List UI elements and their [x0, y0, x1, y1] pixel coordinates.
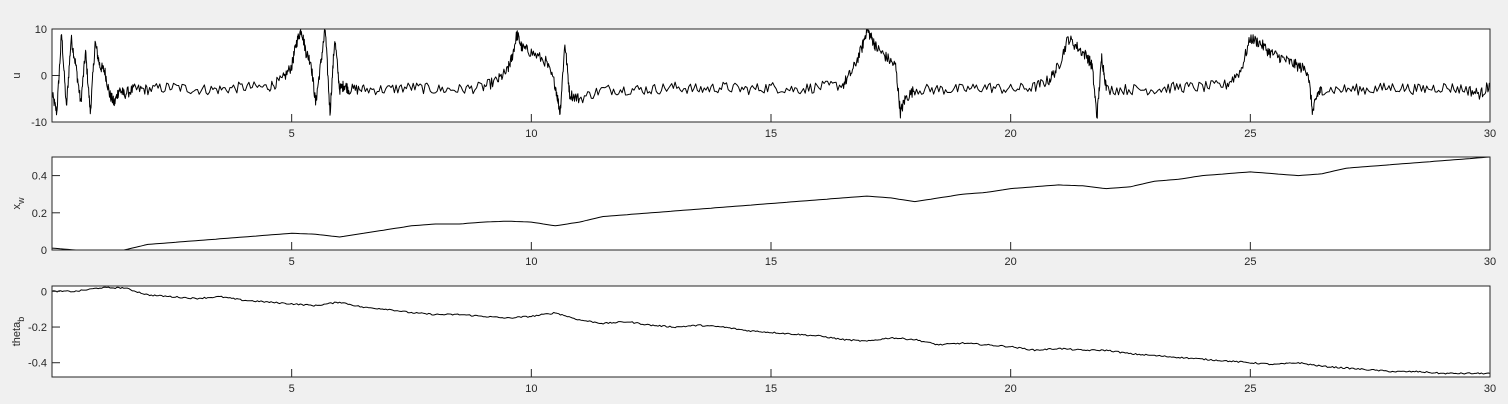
y-tick-label: 0	[41, 245, 47, 257]
y-axis-label: u	[11, 72, 23, 78]
x-tick-label: 15	[765, 256, 777, 268]
y-tick-label: -0.4	[28, 358, 47, 370]
x-tick-label: 30	[1484, 128, 1496, 140]
x-tick-label: 5	[289, 256, 295, 268]
x-tick-label: 10	[525, 256, 537, 268]
y-tick-label: 0.2	[32, 208, 47, 220]
y-tick-label: 0.4	[32, 171, 47, 183]
x-tick-label: 5	[289, 383, 295, 395]
series-line-x	[51, 156, 1491, 251]
x-tick-label: 10	[525, 128, 537, 140]
series-line-u	[51, 28, 1491, 119]
y-axis-label: thetab	[11, 317, 26, 346]
y-tick-label: 0	[41, 71, 47, 83]
axes-background	[52, 286, 1490, 377]
x-tick-label: 10	[525, 383, 537, 395]
x-tick-label: 25	[1244, 383, 1256, 395]
x-tick-label: 25	[1244, 128, 1256, 140]
y-tick-label: 10	[35, 24, 47, 36]
x-tick-label: 15	[765, 383, 777, 395]
x-tick-label: 30	[1484, 383, 1496, 395]
axes-background	[52, 29, 1490, 122]
series-line-theta	[51, 286, 1491, 375]
x-tick-label: 25	[1244, 256, 1256, 268]
x-tick-label: 15	[765, 128, 777, 140]
y-tick-label: -10	[31, 117, 47, 129]
x-tick-label: 20	[1005, 128, 1017, 140]
y-axis-label: xw	[11, 197, 26, 210]
x-tick-label: 30	[1484, 256, 1496, 268]
x-tick-label: 5	[289, 128, 295, 140]
y-tick-label: -0.2	[28, 322, 47, 334]
x-tick-label: 20	[1005, 383, 1017, 395]
y-tick-label: 0	[41, 286, 47, 298]
x-tick-label: 20	[1005, 256, 1017, 268]
